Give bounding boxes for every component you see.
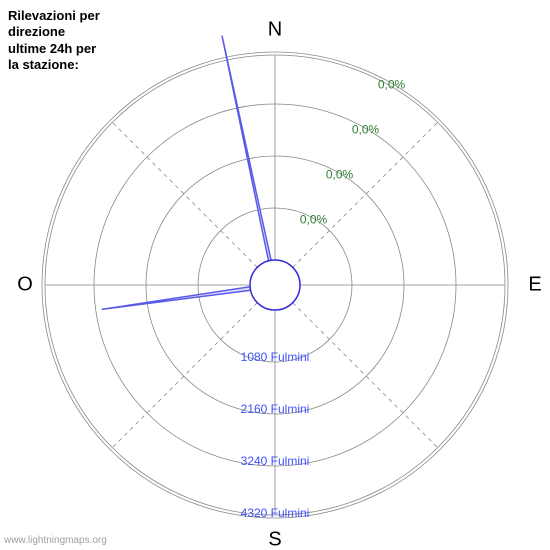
grid-spoke [293, 122, 438, 267]
percent-label: 0,0% [378, 77, 406, 91]
data-lobe [222, 36, 271, 261]
percent-label: 0,0% [352, 122, 380, 136]
percent-label: 0,0% [300, 212, 328, 226]
polar-chart: N S E O 0,0% 0,0% 0,0% 0,0% 1080 Fulmini 2160 Ful… [0, 0, 550, 550]
ring-value-label: 2160 Fulmini [241, 402, 310, 416]
hub-circle [250, 260, 300, 310]
ring-value-label: 3240 Fulmini [241, 454, 310, 468]
grid-spoke [112, 303, 257, 448]
grid-spoke [112, 122, 257, 267]
grid-spoke [293, 303, 438, 448]
ring-value-label: 4320 Fulmini [241, 506, 310, 520]
ring-value-label: 1080 Fulmini [241, 350, 310, 364]
data-lobe [102, 287, 251, 310]
percent-label: 0,0% [326, 167, 354, 181]
cardinal-label: E [528, 273, 541, 295]
cardinal-label: N [268, 18, 282, 40]
cardinal-label: S [268, 528, 281, 550]
cardinal-label: O [17, 273, 33, 295]
